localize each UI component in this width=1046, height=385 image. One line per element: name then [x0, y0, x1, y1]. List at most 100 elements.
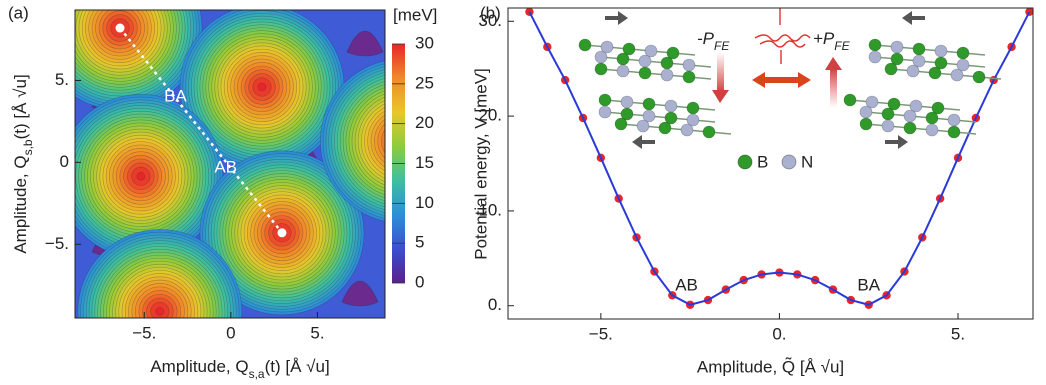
arrow-head: [632, 135, 642, 149]
arrow-head: [618, 11, 628, 25]
colorbar-tick-label: 10: [415, 193, 434, 212]
y-tick-label: 0: [60, 152, 69, 171]
double-arrow: [752, 72, 811, 88]
contour-ring: [155, 307, 165, 316]
y-tick-label: 20.: [478, 106, 502, 125]
atom: [686, 101, 700, 115]
y-axis-label-part: (t) [Å √u]: [11, 74, 30, 139]
atom: [912, 54, 926, 68]
legend-atom: [781, 154, 797, 170]
path-line: [119, 27, 283, 234]
atom: [881, 107, 895, 121]
y-tick-label: 5.: [55, 70, 69, 89]
y-axis-label-part: Amplitude, Q: [11, 155, 30, 253]
atom: [660, 56, 674, 70]
atom: [598, 93, 612, 107]
x-axis-label-part: (t) [Å √u]: [265, 357, 330, 376]
atom: [638, 54, 652, 68]
atom: [890, 40, 904, 54]
contour-ring: [136, 171, 146, 181]
x-axis-label: Amplitude, Qs,a(t) [Å √u]: [150, 357, 329, 381]
arrow-head: [825, 57, 842, 70]
atom: [664, 99, 678, 113]
atom: [928, 66, 942, 80]
atom: [664, 111, 678, 125]
colorbar-tick-label: 25: [415, 73, 434, 92]
colorbar-tick-label: 20: [415, 113, 434, 132]
x-tick-label: −5.: [132, 323, 156, 342]
colorbar-tick-label: 15: [415, 153, 434, 172]
atom: [702, 125, 716, 139]
atom: [903, 121, 917, 135]
plot-frame: [507, 7, 1034, 320]
annotation: BA: [164, 86, 187, 105]
atom: [636, 119, 650, 133]
pulse: [754, 8, 811, 64]
atom: [947, 125, 961, 139]
atom: [956, 46, 970, 60]
atom: [887, 97, 901, 111]
atom: [616, 52, 630, 66]
atom: [658, 121, 672, 135]
atom: [909, 99, 923, 113]
atom: [620, 95, 634, 109]
x-tick-label: −5.: [589, 324, 613, 343]
polarization-label: -PFE: [697, 29, 730, 53]
atom: [620, 107, 634, 121]
atom: [660, 68, 674, 82]
annotation: AB: [675, 275, 698, 294]
atom: [890, 52, 904, 66]
x-axis-label-part: s,a: [249, 367, 265, 381]
polarization-label-part: -P: [697, 29, 715, 48]
annotation: AB: [214, 158, 237, 177]
contour-ring: [381, 128, 385, 154]
atom: [600, 40, 614, 54]
atom: [666, 46, 680, 60]
arrow-head: [898, 135, 908, 149]
atom: [859, 105, 873, 119]
atom: [884, 62, 898, 76]
atom: [843, 93, 857, 107]
contour-field: [75, 10, 385, 318]
colorbar-tick-label: 5: [415, 233, 424, 252]
atom: [680, 123, 694, 137]
atom: [881, 119, 895, 133]
switch-arrow-down: [717, 52, 724, 92]
atom: [947, 113, 961, 127]
atom: [622, 42, 636, 56]
x-tick-label: 5.: [951, 324, 965, 343]
atom: [578, 38, 592, 52]
atom: [642, 109, 656, 123]
atom: [925, 111, 939, 125]
y-tick-label: −5.: [45, 234, 69, 253]
atom: [865, 95, 879, 109]
y-axis-label: Potential energy, V [meV]: [471, 68, 490, 260]
switch-arrow-up: [830, 68, 837, 108]
data-point: [1025, 7, 1034, 16]
annotation: BA: [857, 275, 880, 294]
atom: [594, 62, 608, 76]
legend-atom: [737, 154, 753, 170]
atom: [594, 50, 608, 64]
polarization-label: +PFE: [813, 29, 851, 53]
plot-frame: [74, 9, 386, 319]
atom: [682, 58, 696, 72]
minimum-blob: [341, 280, 379, 307]
atom: [686, 113, 700, 127]
legend-label: N: [801, 152, 813, 171]
atom: [950, 68, 964, 82]
minimum-blob: [346, 30, 384, 57]
colorbar-tick-label: 30: [415, 33, 434, 52]
atom: [931, 101, 945, 115]
panel-label: (b): [480, 3, 501, 22]
x-axis-label-part: Amplitude, Q: [150, 357, 248, 376]
y-tick-label: 0.: [488, 295, 502, 314]
polarization-label-part: FE: [834, 39, 850, 53]
path-point: [277, 228, 287, 238]
colorbar-label: [meV]: [393, 5, 437, 24]
atom: [859, 117, 873, 131]
arrow-head: [902, 11, 912, 25]
polarization-label-part: +P: [813, 29, 835, 48]
